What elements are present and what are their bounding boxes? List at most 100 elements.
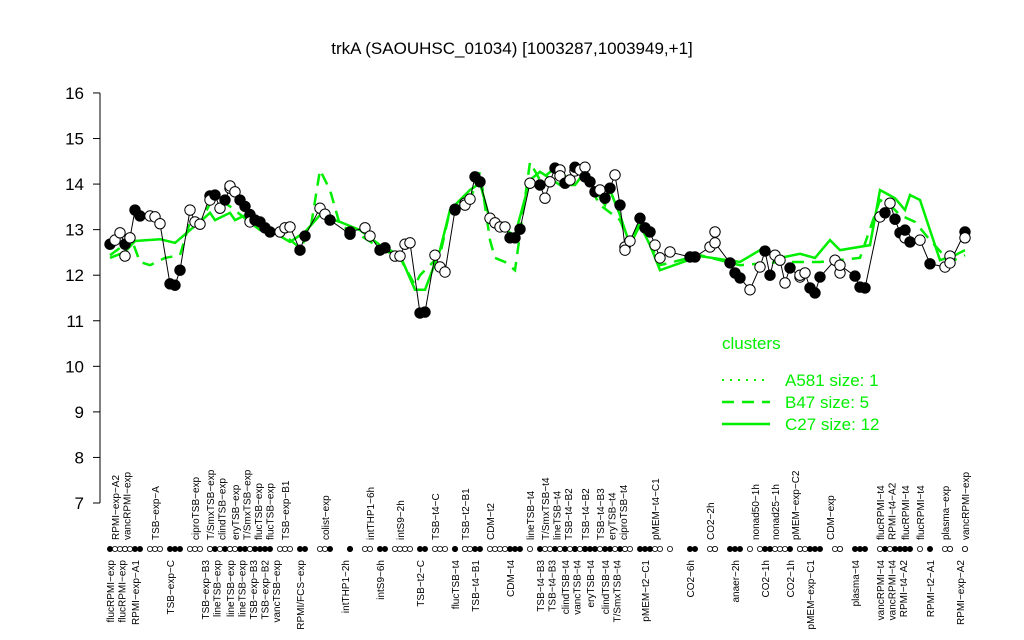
- rug-mark: [146, 546, 153, 553]
- x-tick-label-bottom: flucRPMI−exp: [118, 560, 129, 623]
- rug-mark: [396, 546, 403, 553]
- x-tick-label-top: CO2−2h: [706, 502, 717, 540]
- rug-mark: [216, 546, 223, 553]
- rug-mark: [607, 546, 614, 553]
- rug-mark: [587, 546, 594, 553]
- rug-mark: [206, 546, 213, 553]
- y-tick-label: 14: [65, 175, 84, 194]
- rug-mark: [837, 546, 844, 553]
- data-point-open: [429, 249, 441, 261]
- x-tick-label-top: lineTSB−t4: [526, 490, 537, 540]
- rug-mark: [496, 546, 503, 553]
- rug-mark: [281, 546, 288, 553]
- x-tick-label-top: flucRPMI−t4: [876, 485, 887, 540]
- rug-mark: [627, 546, 634, 553]
- x-tick-label-bottom: CO2−1h: [786, 560, 797, 598]
- x-tick-label-top: TSB−t4−B3: [596, 488, 607, 540]
- data-point-open: [564, 174, 576, 186]
- rug-mark: [917, 546, 924, 553]
- x-tick-label-top: TSB−t4−B2: [564, 488, 575, 540]
- x-tick-label-bottom: TSB−exp−B3: [201, 560, 212, 620]
- rug-mark: [877, 546, 884, 553]
- rug-mark: [732, 546, 739, 553]
- rug-mark: [552, 546, 559, 553]
- y-tick-label: 16: [65, 84, 84, 103]
- x-tick-label-top: eryTSB−exp: [231, 484, 242, 540]
- data-point-filled: [689, 251, 701, 263]
- x-tick-label-top: pMEM−t4−C1: [651, 478, 662, 540]
- x-tick-label-top: TSB−t4−C: [431, 493, 442, 540]
- data-point-filled: [879, 207, 891, 219]
- x-tick-label-top: T/SmxTSB−exp: [206, 469, 217, 540]
- x-tick-label-bottom: intS9−6h: [376, 560, 387, 600]
- rug-mark: [542, 546, 549, 553]
- rug-mark: [802, 546, 809, 553]
- rug-mark: [441, 546, 448, 553]
- x-tick-label-top: ciproTSB−exp: [191, 476, 202, 540]
- data-point-filled: [264, 226, 276, 238]
- rug-mark: [486, 546, 493, 553]
- y-tick-label: 7: [75, 494, 84, 513]
- rug-mark: [406, 546, 413, 553]
- data-point-open: [464, 193, 476, 205]
- data-point-filled: [419, 306, 431, 318]
- x-tick-label-bottom: TSB−t4−B1: [471, 560, 482, 612]
- rug-mark: [261, 546, 268, 553]
- data-point-filled: [849, 270, 861, 282]
- sample-rug: [107, 546, 969, 553]
- rug-mark: [196, 546, 203, 553]
- x-tick-label-top: RPMI−t4−A2: [888, 482, 899, 540]
- rug-mark: [887, 546, 894, 553]
- x-tick-label-top: T/SmxTSB−t4: [541, 477, 552, 540]
- rug-mark: [902, 546, 909, 553]
- rug-mark: [927, 546, 934, 553]
- x-tick-label-bottom: vancRPMI−t4: [888, 560, 899, 621]
- data-point-open: [184, 204, 196, 216]
- x-tick-label-bottom: pMEM−exp−C1: [806, 560, 817, 630]
- x-tick-label-bottom: RPMI/FCS−exp: [296, 560, 307, 630]
- rug-mark: [602, 546, 609, 553]
- rug-mark: [346, 546, 353, 553]
- rug-mark: [151, 546, 158, 553]
- data-point-open: [884, 197, 896, 209]
- rug-mark: [852, 546, 859, 553]
- legend: clusters A581 size: 1 B47 size: 5 C27 si…: [722, 334, 880, 434]
- rug-mark: [652, 546, 659, 553]
- data-point-open: [544, 176, 556, 188]
- x-tick-label-bottom: CO2−1h: [761, 560, 772, 598]
- rug-mark: [777, 546, 784, 553]
- x-tick-label-bottom: CDM−t4: [506, 560, 517, 597]
- rug-mark: [221, 546, 228, 553]
- data-point-open: [364, 230, 376, 242]
- data-point-open: [499, 221, 511, 233]
- x-tick-label-top: TSB−exp−B1: [281, 480, 292, 540]
- rug-mark: [451, 546, 458, 553]
- x-tick-label-bottom: intTHP1−2h: [341, 560, 352, 613]
- rug-mark: [942, 546, 949, 553]
- rug-mark: [366, 546, 373, 553]
- data-point-open: [394, 250, 406, 262]
- x-tick-label-bottom: clindTSB−t4: [561, 560, 572, 615]
- rug-mark: [892, 546, 899, 553]
- rug-mark: [767, 546, 774, 553]
- data-point-open: [709, 237, 721, 249]
- x-tick-label-top: colist−exp: [321, 495, 332, 540]
- x-tick-label-bottom: RPMI−t2−A1: [926, 560, 937, 618]
- data-point-filled: [859, 282, 871, 294]
- rug-mark: [812, 546, 819, 553]
- data-point-filled: [534, 179, 546, 191]
- data-point-filled: [634, 212, 646, 224]
- data-point-open: [404, 237, 416, 249]
- x-tick-label-bottom: TSB−exp−B3: [249, 560, 260, 620]
- rug-mark: [127, 546, 134, 553]
- x-tick-label-bottom: lineTSB−exp: [213, 560, 224, 617]
- x-tick-label-top: ciproTSB−t4: [619, 484, 630, 540]
- chart-title: trkA (SAOUHSC_01034) [1003287,1003949,+1…: [331, 39, 693, 58]
- rug-mark: [286, 546, 293, 553]
- rug-mark: [807, 546, 814, 553]
- rug-mark: [176, 546, 183, 553]
- y-tick-label: 12: [65, 266, 84, 285]
- rug-mark: [567, 546, 574, 553]
- legend-entry-b47: B47 size: 5: [785, 393, 869, 412]
- data-point-filled: [449, 203, 461, 215]
